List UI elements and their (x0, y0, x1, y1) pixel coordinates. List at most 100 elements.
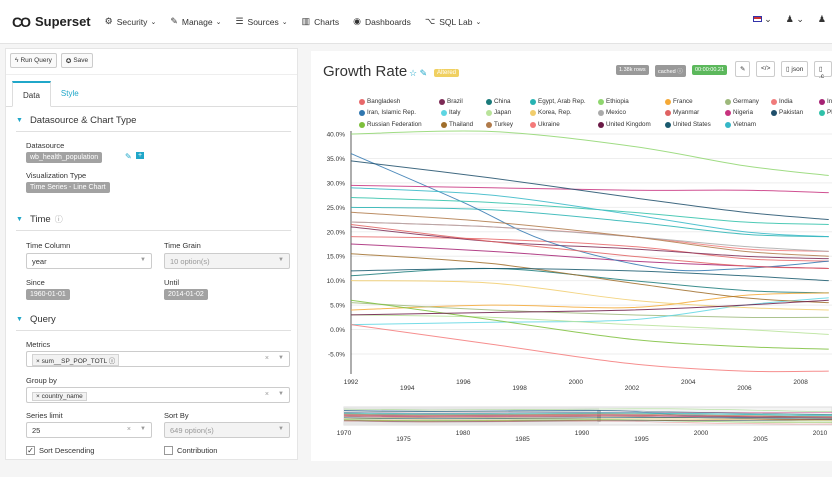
csv-button[interactable]: ▯ .c (814, 61, 832, 80)
add-icon[interactable]: + (136, 152, 145, 159)
legend-item[interactable]: Ethiopia (598, 98, 629, 105)
legend-item[interactable]: China (486, 98, 510, 105)
series-line-bangladesh[interactable] (350, 236, 829, 262)
group-by-select[interactable]: × country_name × ▼ (26, 387, 290, 403)
series-line-egypt-arab-rep-[interactable] (350, 206, 829, 238)
legend-item[interactable]: India (771, 98, 793, 105)
section-datasource[interactable]: ▼ Datasource & Chart Type (16, 115, 136, 126)
clear-icon[interactable]: × (126, 426, 131, 433)
json-button[interactable]: ▯ json (781, 61, 809, 77)
legend-label: China (494, 98, 511, 105)
nav-dashboards[interactable]: ◉ Dashboards (353, 16, 411, 27)
link-button[interactable]: ✎ (735, 61, 751, 77)
nav-sql-lab-label: SQL Lab (439, 16, 473, 27)
legend-item[interactable]: Pakistan (771, 109, 803, 116)
chart-title[interactable]: Growth Rate (323, 63, 408, 80)
series-line-united-states[interactable] (350, 267, 829, 282)
viz-type-value[interactable]: Time Series - Line Chart (26, 182, 110, 193)
contribution-checkbox[interactable]: Contribution (164, 446, 217, 455)
sort-by-select[interactable]: 649 option(s) ▼ (164, 422, 290, 438)
series-line-brazil[interactable] (350, 226, 829, 260)
series-line-philippines[interactable] (350, 197, 829, 225)
nav-security[interactable]: ⚙ Security ⌄ (105, 16, 157, 27)
us-flag-icon (752, 16, 762, 22)
legend-item[interactable]: Mexico (598, 109, 626, 116)
legend-item[interactable]: Turkey (486, 121, 513, 128)
series-line-ethiopia[interactable] (350, 130, 829, 177)
nav-charts[interactable]: ▥ Charts (302, 16, 340, 27)
metric-chip[interactable]: × sum__SP_POP_TOTL ⓘ (32, 354, 120, 366)
datasource-value[interactable]: wb_health_population (26, 152, 103, 163)
tab-style[interactable]: Style (60, 89, 79, 98)
series-line-iran-islamic-rep-[interactable] (350, 153, 829, 272)
legend-item[interactable]: Brazil (439, 98, 463, 105)
series-line-vietnam[interactable] (350, 187, 829, 238)
time-column-select[interactable]: year ▼ (26, 253, 152, 269)
since-value[interactable]: 1960-01-01 (26, 289, 70, 300)
series-line-pakistan[interactable] (350, 160, 829, 221)
legend-item[interactable]: Egypt, Arab Rep. (530, 98, 586, 105)
star-icon[interactable]: ☆ ✎ (409, 68, 428, 78)
range-tick-label: 2010 (813, 430, 828, 437)
run-query-button[interactable]: ϟ Run Query (10, 53, 57, 68)
legend-item[interactable]: Nigeria (725, 109, 753, 116)
save-button[interactable]: ✪ Save (60, 53, 94, 68)
section-query[interactable]: ▼ Query (16, 314, 56, 325)
clear-icon[interactable]: × (264, 391, 269, 398)
datasource-label: Datasource (26, 141, 65, 150)
series-line-italy[interactable] (350, 297, 829, 326)
series-line-ukraine[interactable] (350, 324, 829, 373)
user-dropdown[interactable]: ♟ ⌄ (785, 14, 804, 24)
legend-item[interactable]: United Kingdom (598, 121, 651, 128)
x-tick-label: 2008 (793, 379, 808, 386)
series-line-nigeria[interactable] (350, 184, 829, 194)
series-line-united-kingdom[interactable] (350, 299, 829, 316)
series-line-russian-federation[interactable] (350, 299, 829, 350)
series-line-korea-rep-[interactable] (350, 280, 829, 311)
brand[interactable]: CO Superset (12, 14, 91, 30)
series-line-thailand[interactable] (350, 253, 829, 304)
until-value[interactable]: 2014-01-02 (164, 289, 208, 300)
section-time[interactable]: ▼ Time ⓘ (16, 214, 63, 225)
legend-item[interactable]: Germany (725, 98, 759, 105)
language-dropdown[interactable]: ⌄ (752, 14, 772, 25)
series-limit-select[interactable]: 25 × ▼ (26, 422, 152, 438)
series-line-china[interactable] (350, 267, 829, 294)
series-line-japan[interactable] (350, 314, 829, 335)
series-line-turkey[interactable] (350, 211, 829, 257)
legend-item[interactable]: Philippines (819, 109, 832, 116)
nav-manage[interactable]: ✎ Manage ⌄ (170, 16, 221, 27)
legend-item[interactable]: Japan (486, 109, 511, 116)
nav-sql-lab[interactable]: ⌥ SQL Lab ⌄ (425, 16, 482, 27)
legend-item[interactable]: Bangladesh (359, 98, 400, 105)
nav-sources[interactable]: ☰ Sources ⌄ (235, 16, 287, 27)
legend-item[interactable]: Iran, Islamic Rep. (359, 109, 416, 116)
embed-button[interactable]: </> (756, 61, 776, 77)
time-grain-select[interactable]: 10 option(s) ▼ (164, 253, 290, 269)
metrics-select[interactable]: × sum__SP_POP_TOTL ⓘ × ▼ (26, 351, 290, 367)
legend-label: Russian Federation (367, 121, 422, 128)
legend-item[interactable]: Myanmar (665, 109, 699, 116)
dashboard-icon: ◉ (353, 16, 362, 26)
group-by-chip[interactable]: × country_name (32, 392, 87, 401)
legend-item[interactable]: Indonesia (819, 98, 832, 105)
sort-descending-checkbox[interactable]: ✓ Sort Descending (26, 446, 94, 455)
series-line-myanmar[interactable] (350, 223, 829, 269)
series-line-france[interactable] (350, 292, 829, 311)
legend-item[interactable]: Korea, Rep. (530, 109, 572, 116)
edit-icon[interactable]: ✎ (125, 152, 132, 161)
legend-item[interactable]: Russian Federation (359, 121, 422, 128)
time-column-label: Time Column (26, 241, 71, 250)
clear-icon[interactable]: × (264, 355, 269, 362)
legend-item[interactable]: France (665, 98, 693, 105)
y-tick-label: 15.0% (327, 254, 346, 261)
legend-item[interactable]: Italy (441, 109, 461, 116)
legend-item[interactable]: Ukraine (530, 121, 560, 128)
legend-item[interactable]: Vietnam (725, 121, 756, 128)
chevron-down-icon: ⌄ (475, 18, 482, 26)
legend-item[interactable]: Thailand (441, 121, 473, 128)
series-line-germany[interactable] (350, 302, 829, 319)
tab-data[interactable]: Data (12, 81, 51, 107)
legend-item[interactable]: United States (665, 121, 711, 128)
series-limit-value: 25 (32, 426, 41, 435)
